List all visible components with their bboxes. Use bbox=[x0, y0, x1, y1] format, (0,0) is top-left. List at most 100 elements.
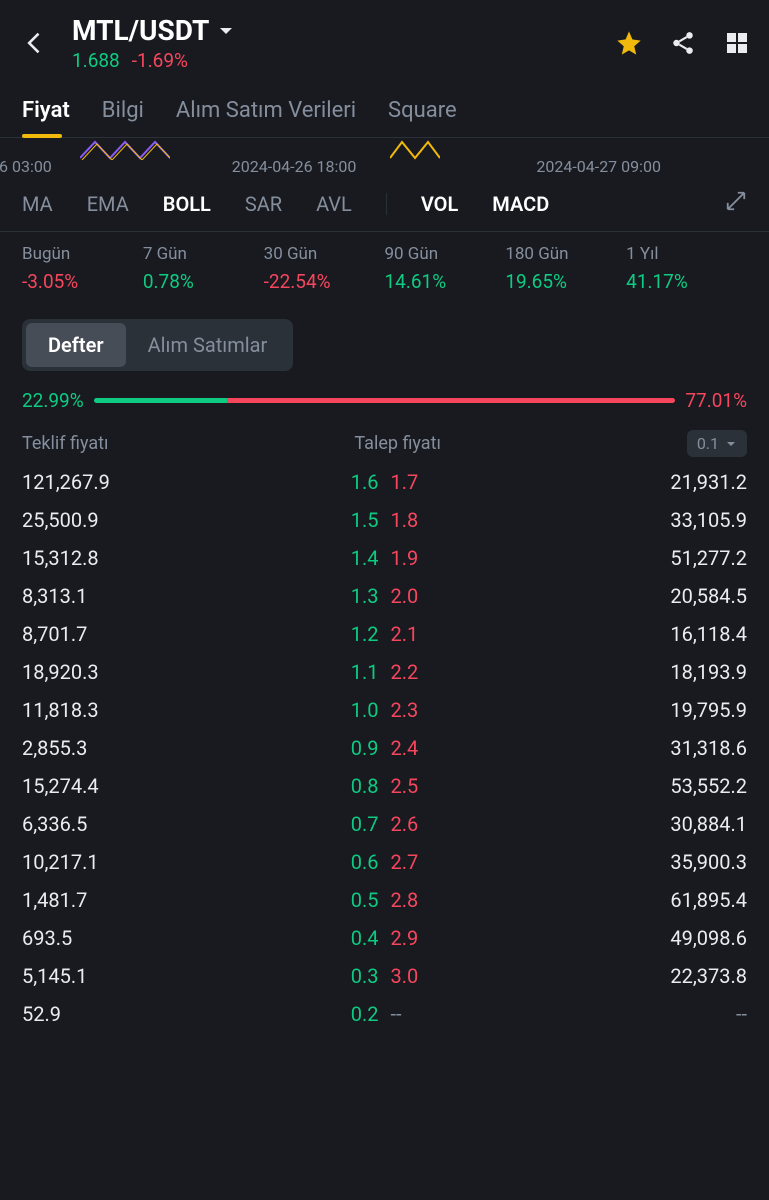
indicator-vol[interactable]: VOL bbox=[421, 192, 458, 216]
tab-trade-data[interactable]: Alım Satım Verileri bbox=[176, 88, 356, 137]
star-icon[interactable] bbox=[615, 29, 643, 57]
ask-amount: 35,900.3 bbox=[445, 850, 748, 874]
period-label: 90 Gün bbox=[384, 244, 505, 264]
indicator-ma[interactable]: MA bbox=[22, 192, 53, 216]
orderbook-row[interactable]: 52.9 0.2 -- -- bbox=[22, 995, 747, 1033]
ask-price: 1.9 bbox=[391, 546, 445, 570]
bid-amount: 25,500.9 bbox=[22, 508, 325, 532]
ask-price: 2.2 bbox=[391, 660, 445, 684]
period-value: -3.05% bbox=[22, 270, 143, 293]
subtab-book[interactable]: Defter bbox=[26, 323, 126, 367]
indicator-avl[interactable]: AVL bbox=[316, 192, 352, 216]
bid-price: 1.2 bbox=[325, 622, 379, 646]
period-label: Bugün bbox=[22, 244, 143, 264]
tab-square[interactable]: Square bbox=[388, 88, 457, 137]
price-change: -1.69% bbox=[132, 49, 188, 72]
orderbook-row[interactable]: 121,267.9 1.6 1.7 21,931.2 bbox=[22, 463, 747, 501]
bid-price: 1.3 bbox=[325, 584, 379, 608]
bid-price: 0.3 bbox=[325, 964, 379, 988]
ask-amount: 31,318.6 bbox=[445, 736, 748, 760]
chart-time-axis: 26 03:00 2024-04-26 18:00 2024-04-27 09:… bbox=[0, 138, 769, 176]
bid-price: 0.4 bbox=[325, 926, 379, 950]
orderbook-row[interactable]: 2,855.3 0.9 2.4 31,318.6 bbox=[22, 729, 747, 767]
bid-price: 0.5 bbox=[325, 888, 379, 912]
bid-price: 1.6 bbox=[325, 470, 379, 494]
period-cell[interactable]: Bugün -3.05% bbox=[22, 244, 143, 293]
indicator-ema[interactable]: EMA bbox=[87, 192, 129, 216]
bid-price: 0.9 bbox=[325, 736, 379, 760]
ask-price: 2.6 bbox=[391, 812, 445, 836]
bid-price: 1.1 bbox=[325, 660, 379, 684]
divider bbox=[386, 193, 387, 215]
tab-info[interactable]: Bilgi bbox=[102, 88, 144, 137]
period-cell[interactable]: 7 Gün 0.78% bbox=[143, 244, 264, 293]
depth-value: 0.1 bbox=[697, 434, 719, 453]
ask-price: -- bbox=[391, 1002, 445, 1026]
bid-amount: 8,701.7 bbox=[22, 622, 325, 646]
ratio-bar bbox=[94, 398, 676, 403]
bid-price: 1.5 bbox=[325, 508, 379, 532]
orderbook-header: Teklif fiyatı Talep fiyatı 0.1 bbox=[0, 420, 769, 463]
period-cell[interactable]: 30 Gün -22.54% bbox=[264, 244, 385, 293]
period-cell[interactable]: 1 Yıl 41.17% bbox=[626, 244, 747, 293]
share-icon[interactable] bbox=[669, 29, 697, 57]
orderbook-row[interactable]: 15,312.8 1.4 1.9 51,277.2 bbox=[22, 539, 747, 577]
time-label-2: 2024-04-26 18:00 bbox=[232, 157, 357, 176]
depth-selector[interactable]: 0.1 bbox=[687, 430, 747, 457]
tab-price[interactable]: Fiyat bbox=[22, 88, 70, 137]
ask-amount: -- bbox=[445, 1002, 748, 1026]
chevron-down-icon bbox=[725, 438, 737, 450]
orderbook-row[interactable]: 8,313.1 1.3 2.0 20,584.5 bbox=[22, 577, 747, 615]
subtab-trades[interactable]: Alım Satımlar bbox=[126, 323, 290, 367]
ask-amount: 53,552.2 bbox=[445, 774, 748, 798]
orderbook: 121,267.9 1.6 1.7 21,931.2 25,500.9 1.5 … bbox=[0, 463, 769, 1043]
grid-icon[interactable] bbox=[723, 29, 751, 57]
ask-price: 1.7 bbox=[391, 470, 445, 494]
orderbook-row[interactable]: 1,481.7 0.5 2.8 61,895.4 bbox=[22, 881, 747, 919]
period-value: -22.54% bbox=[264, 270, 385, 293]
period-row: Bugün -3.05%7 Gün 0.78%30 Gün -22.54%90 … bbox=[0, 232, 769, 309]
period-cell[interactable]: 180 Gün 19.65% bbox=[505, 244, 626, 293]
pair-label: MTL/USDT bbox=[72, 14, 209, 47]
orderbook-row[interactable]: 11,818.3 1.0 2.3 19,795.9 bbox=[22, 691, 747, 729]
bid-amount: 2,855.3 bbox=[22, 736, 325, 760]
back-icon[interactable] bbox=[18, 26, 52, 60]
bid-price: 0.2 bbox=[325, 1002, 379, 1026]
indicator-sar[interactable]: SAR bbox=[245, 192, 282, 216]
bid-amount: 18,920.3 bbox=[22, 660, 325, 684]
time-label-3: 2024-04-27 09:00 bbox=[536, 157, 661, 176]
ask-ratio: 77.01% bbox=[685, 389, 747, 412]
bid-amount: 10,217.1 bbox=[22, 850, 325, 874]
trading-pair[interactable]: MTL/USDT bbox=[72, 14, 615, 47]
orderbook-row[interactable]: 18,920.3 1.1 2.2 18,193.9 bbox=[22, 653, 747, 691]
bid-amount: 693.5 bbox=[22, 926, 325, 950]
expand-chart-icon[interactable] bbox=[725, 190, 747, 217]
bid-amount: 52.9 bbox=[22, 1002, 325, 1026]
orderbook-row[interactable]: 15,274.4 0.8 2.5 53,552.2 bbox=[22, 767, 747, 805]
orderbook-row[interactable]: 8,701.7 1.2 2.1 16,118.4 bbox=[22, 615, 747, 653]
bid-amount: 15,312.8 bbox=[22, 546, 325, 570]
ask-price: 3.0 bbox=[391, 964, 445, 988]
indicator-boll[interactable]: BOLL bbox=[163, 192, 211, 216]
orderbook-row[interactable]: 5,145.1 0.3 3.0 22,373.8 bbox=[22, 957, 747, 995]
bid-amount: 1,481.7 bbox=[22, 888, 325, 912]
period-cell[interactable]: 90 Gün 14.61% bbox=[384, 244, 505, 293]
ask-amount: 30,884.1 bbox=[445, 812, 748, 836]
time-label-1: 26 03:00 bbox=[0, 157, 52, 176]
bid-bar bbox=[94, 398, 228, 403]
indicator-row: MA EMA BOLL SAR AVL VOL MACD bbox=[0, 176, 769, 232]
orderbook-row[interactable]: 25,500.9 1.5 1.8 33,105.9 bbox=[22, 501, 747, 539]
period-value: 41.17% bbox=[626, 270, 747, 293]
orderbook-row[interactable]: 10,217.1 0.6 2.7 35,900.3 bbox=[22, 843, 747, 881]
ask-amount: 51,277.2 bbox=[445, 546, 748, 570]
ask-amount: 19,795.9 bbox=[445, 698, 748, 722]
current-price: 1.688 bbox=[72, 49, 120, 72]
orderbook-row[interactable]: 6,336.5 0.7 2.6 30,884.1 bbox=[22, 805, 747, 843]
indicator-macd[interactable]: MACD bbox=[492, 192, 549, 216]
period-label: 1 Yıl bbox=[626, 244, 747, 264]
ask-amount: 49,098.6 bbox=[445, 926, 748, 950]
ask-price: 2.3 bbox=[391, 698, 445, 722]
bid-price: 1.0 bbox=[325, 698, 379, 722]
orderbook-row[interactable]: 693.5 0.4 2.9 49,098.6 bbox=[22, 919, 747, 957]
ask-price: 2.0 bbox=[391, 584, 445, 608]
